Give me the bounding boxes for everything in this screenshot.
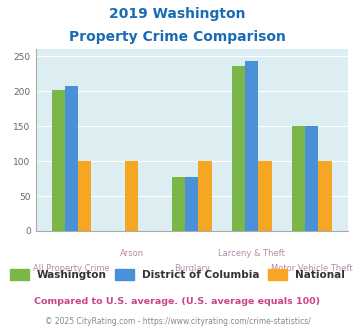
Text: Larceny & Theft: Larceny & Theft <box>218 249 285 258</box>
Bar <box>305 126 318 231</box>
Bar <box>52 90 65 231</box>
Bar <box>185 177 198 231</box>
Text: Motor Vehicle Theft: Motor Vehicle Theft <box>271 264 353 273</box>
Bar <box>78 161 91 231</box>
Bar <box>65 86 78 231</box>
Bar <box>198 161 212 231</box>
Bar <box>292 126 305 231</box>
Text: Property Crime Comparison: Property Crime Comparison <box>69 30 286 44</box>
Text: © 2025 CityRating.com - https://www.cityrating.com/crime-statistics/: © 2025 CityRating.com - https://www.city… <box>45 317 310 326</box>
Text: All Property Crime: All Property Crime <box>33 264 110 273</box>
Bar <box>125 161 138 231</box>
Legend: Washington, District of Columbia, National: Washington, District of Columbia, Nation… <box>10 269 345 280</box>
Bar <box>258 161 272 231</box>
Bar <box>318 161 332 231</box>
Text: Arson: Arson <box>120 249 144 258</box>
Bar <box>172 177 185 231</box>
Text: 2019 Washington: 2019 Washington <box>109 7 246 20</box>
Bar <box>245 61 258 231</box>
Bar <box>232 66 245 231</box>
Text: Burglary: Burglary <box>174 264 210 273</box>
Text: Compared to U.S. average. (U.S. average equals 100): Compared to U.S. average. (U.S. average … <box>34 297 321 306</box>
